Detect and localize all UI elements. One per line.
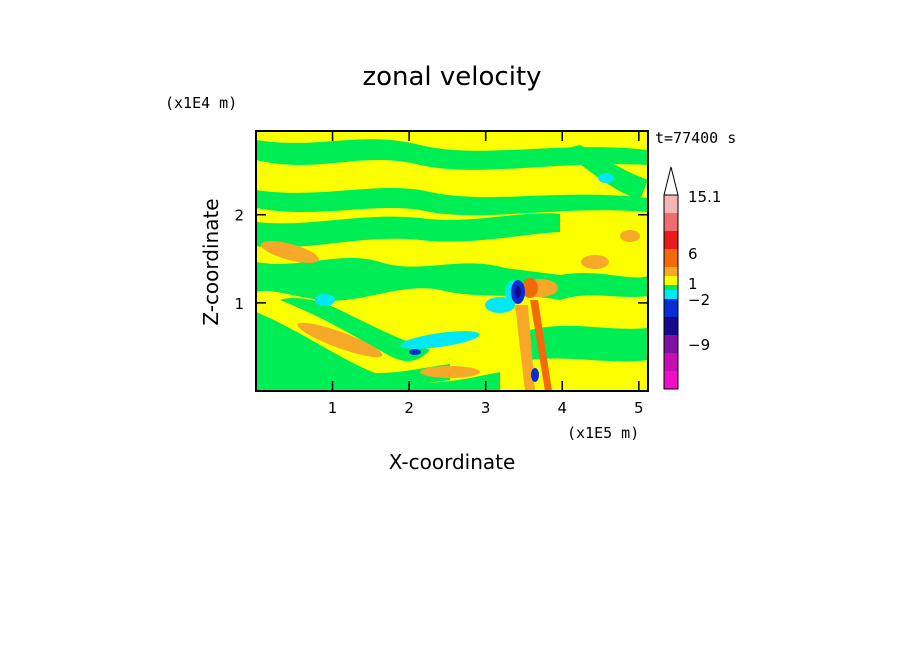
colorbar-swatch	[664, 249, 678, 267]
colorbar-label: 1	[688, 275, 698, 293]
colorbar-label: −9	[688, 336, 710, 354]
colorbar-swatch	[664, 353, 678, 371]
x-tick-label: 4	[557, 399, 567, 417]
colorbar-swatch	[664, 335, 678, 353]
colorbar: 15.1 6 1−2 −9	[663, 166, 721, 390]
y-axis-ticks: 12	[234, 207, 648, 313]
colorbar-swatch	[664, 285, 678, 290]
colorbar-label: 6	[688, 245, 698, 263]
plot-frame	[255, 130, 649, 392]
y-scale-label: (x1E4 m)	[165, 94, 237, 112]
chart-title: zonal velocity	[362, 62, 541, 92]
colorbar-arrow	[663, 166, 679, 196]
x-tick-label: 2	[404, 399, 414, 417]
colorbar-label: 15.1	[688, 188, 721, 206]
contour-field	[256, 131, 648, 391]
x-axis-label: X-coordinate	[389, 450, 516, 474]
y-tick-label: 2	[234, 207, 244, 225]
colorbar-swatch	[664, 213, 678, 231]
x-scale-label: (x1E5 m)	[567, 424, 639, 442]
x-tick-label: 3	[481, 399, 491, 417]
x-tick-label: 1	[328, 399, 338, 417]
colorbar-swatch	[664, 299, 678, 317]
colorbar-swatch	[664, 195, 678, 213]
x-tick-label: 5	[634, 399, 644, 417]
colorbar-swatch	[664, 371, 678, 389]
colorbar-swatch	[664, 267, 678, 276]
y-tick-label: 1	[234, 295, 244, 313]
colorbar-label: −2	[688, 291, 710, 309]
y-axis-label: Z-coordinate	[199, 198, 223, 325]
colorbar-frame	[663, 194, 679, 390]
time-label: t=77400 s	[655, 129, 736, 147]
colorbar-swatch	[664, 317, 678, 335]
colorbar-swatch	[664, 290, 678, 299]
colorbar-swatch	[664, 231, 678, 249]
colorbar-swatch	[664, 276, 678, 285]
x-axis-ticks: 1 2 3 4 5	[328, 131, 644, 417]
